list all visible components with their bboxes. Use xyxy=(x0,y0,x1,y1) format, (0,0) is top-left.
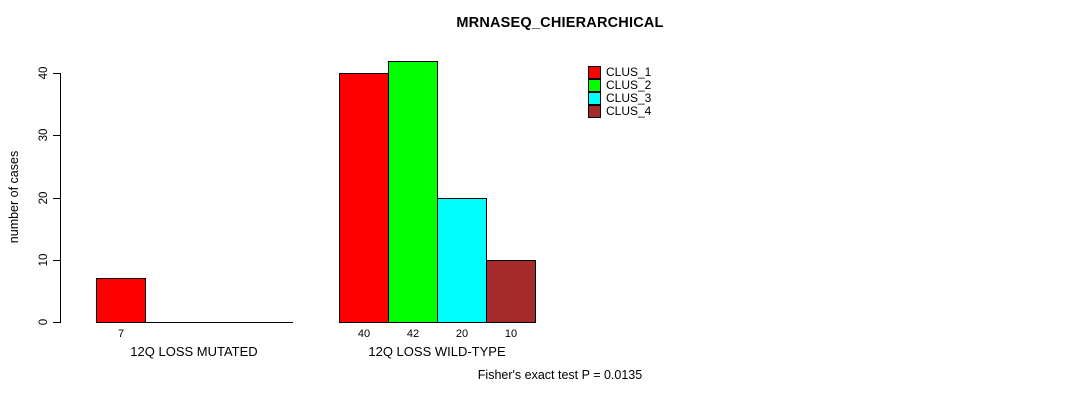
bar-clus_1 xyxy=(339,73,389,323)
y-tick-label: 0 xyxy=(38,318,50,326)
legend-swatch-clus_2 xyxy=(588,79,601,92)
legend-swatch-clus_4 xyxy=(588,105,601,118)
bar-value-label: 20 xyxy=(455,328,469,340)
legend-swatch-clus_3 xyxy=(588,92,601,105)
legend-item-clus_1: CLUS_1 xyxy=(588,66,651,79)
legend-label: CLUS_4 xyxy=(606,104,652,118)
y-tick-label: 10 xyxy=(38,253,50,267)
legend-label: CLUS_2 xyxy=(606,78,652,92)
y-tick-mark xyxy=(53,135,60,137)
legend-item-clus_3: CLUS_3 xyxy=(588,92,651,105)
y-tick-mark xyxy=(53,322,60,323)
bar-clus_3 xyxy=(437,197,487,323)
legend-item-clus_4: CLUS_4 xyxy=(588,105,651,118)
legend-item-clus_2: CLUS_2 xyxy=(588,79,651,92)
y-tick-mark xyxy=(53,197,60,199)
bar-value-label: 40 xyxy=(357,328,371,340)
y-tick-mark xyxy=(53,73,60,74)
x-group-label: 12Q LOSS WILD-TYPE xyxy=(368,344,506,359)
fisher-test-annotation: Fisher's exact test P = 0.0135 xyxy=(477,368,643,382)
legend-label: CLUS_1 xyxy=(606,65,652,79)
legend: CLUS_1 CLUS_2 CLUS_3 CLUS_4 xyxy=(588,66,651,118)
zero-height-bar xyxy=(194,322,244,323)
y-tick-label: 20 xyxy=(38,191,50,204)
y-tick-label: 30 xyxy=(38,128,50,142)
bar-value-label: 7 xyxy=(117,328,125,340)
x-group-label: 12Q LOSS MUTATED xyxy=(130,344,258,359)
legend-swatch-clus_1 xyxy=(588,66,601,79)
y-axis-line xyxy=(60,73,61,323)
legend-label: CLUS_3 xyxy=(606,91,652,105)
bar-clus_4 xyxy=(486,259,536,323)
bar-value-label: 10 xyxy=(504,328,518,340)
y-tick-mark xyxy=(53,259,60,261)
zero-height-bar xyxy=(145,322,195,323)
bar-value-label: 42 xyxy=(406,328,420,340)
y-axis-label: number of cases xyxy=(7,150,21,244)
bar-clus_2 xyxy=(388,60,438,323)
bar-clus_1 xyxy=(96,278,146,323)
chart-title: MRNASEQ_CHIERARCHICAL xyxy=(456,15,664,31)
y-tick-label: 40 xyxy=(38,66,50,80)
zero-height-bar xyxy=(243,322,293,323)
